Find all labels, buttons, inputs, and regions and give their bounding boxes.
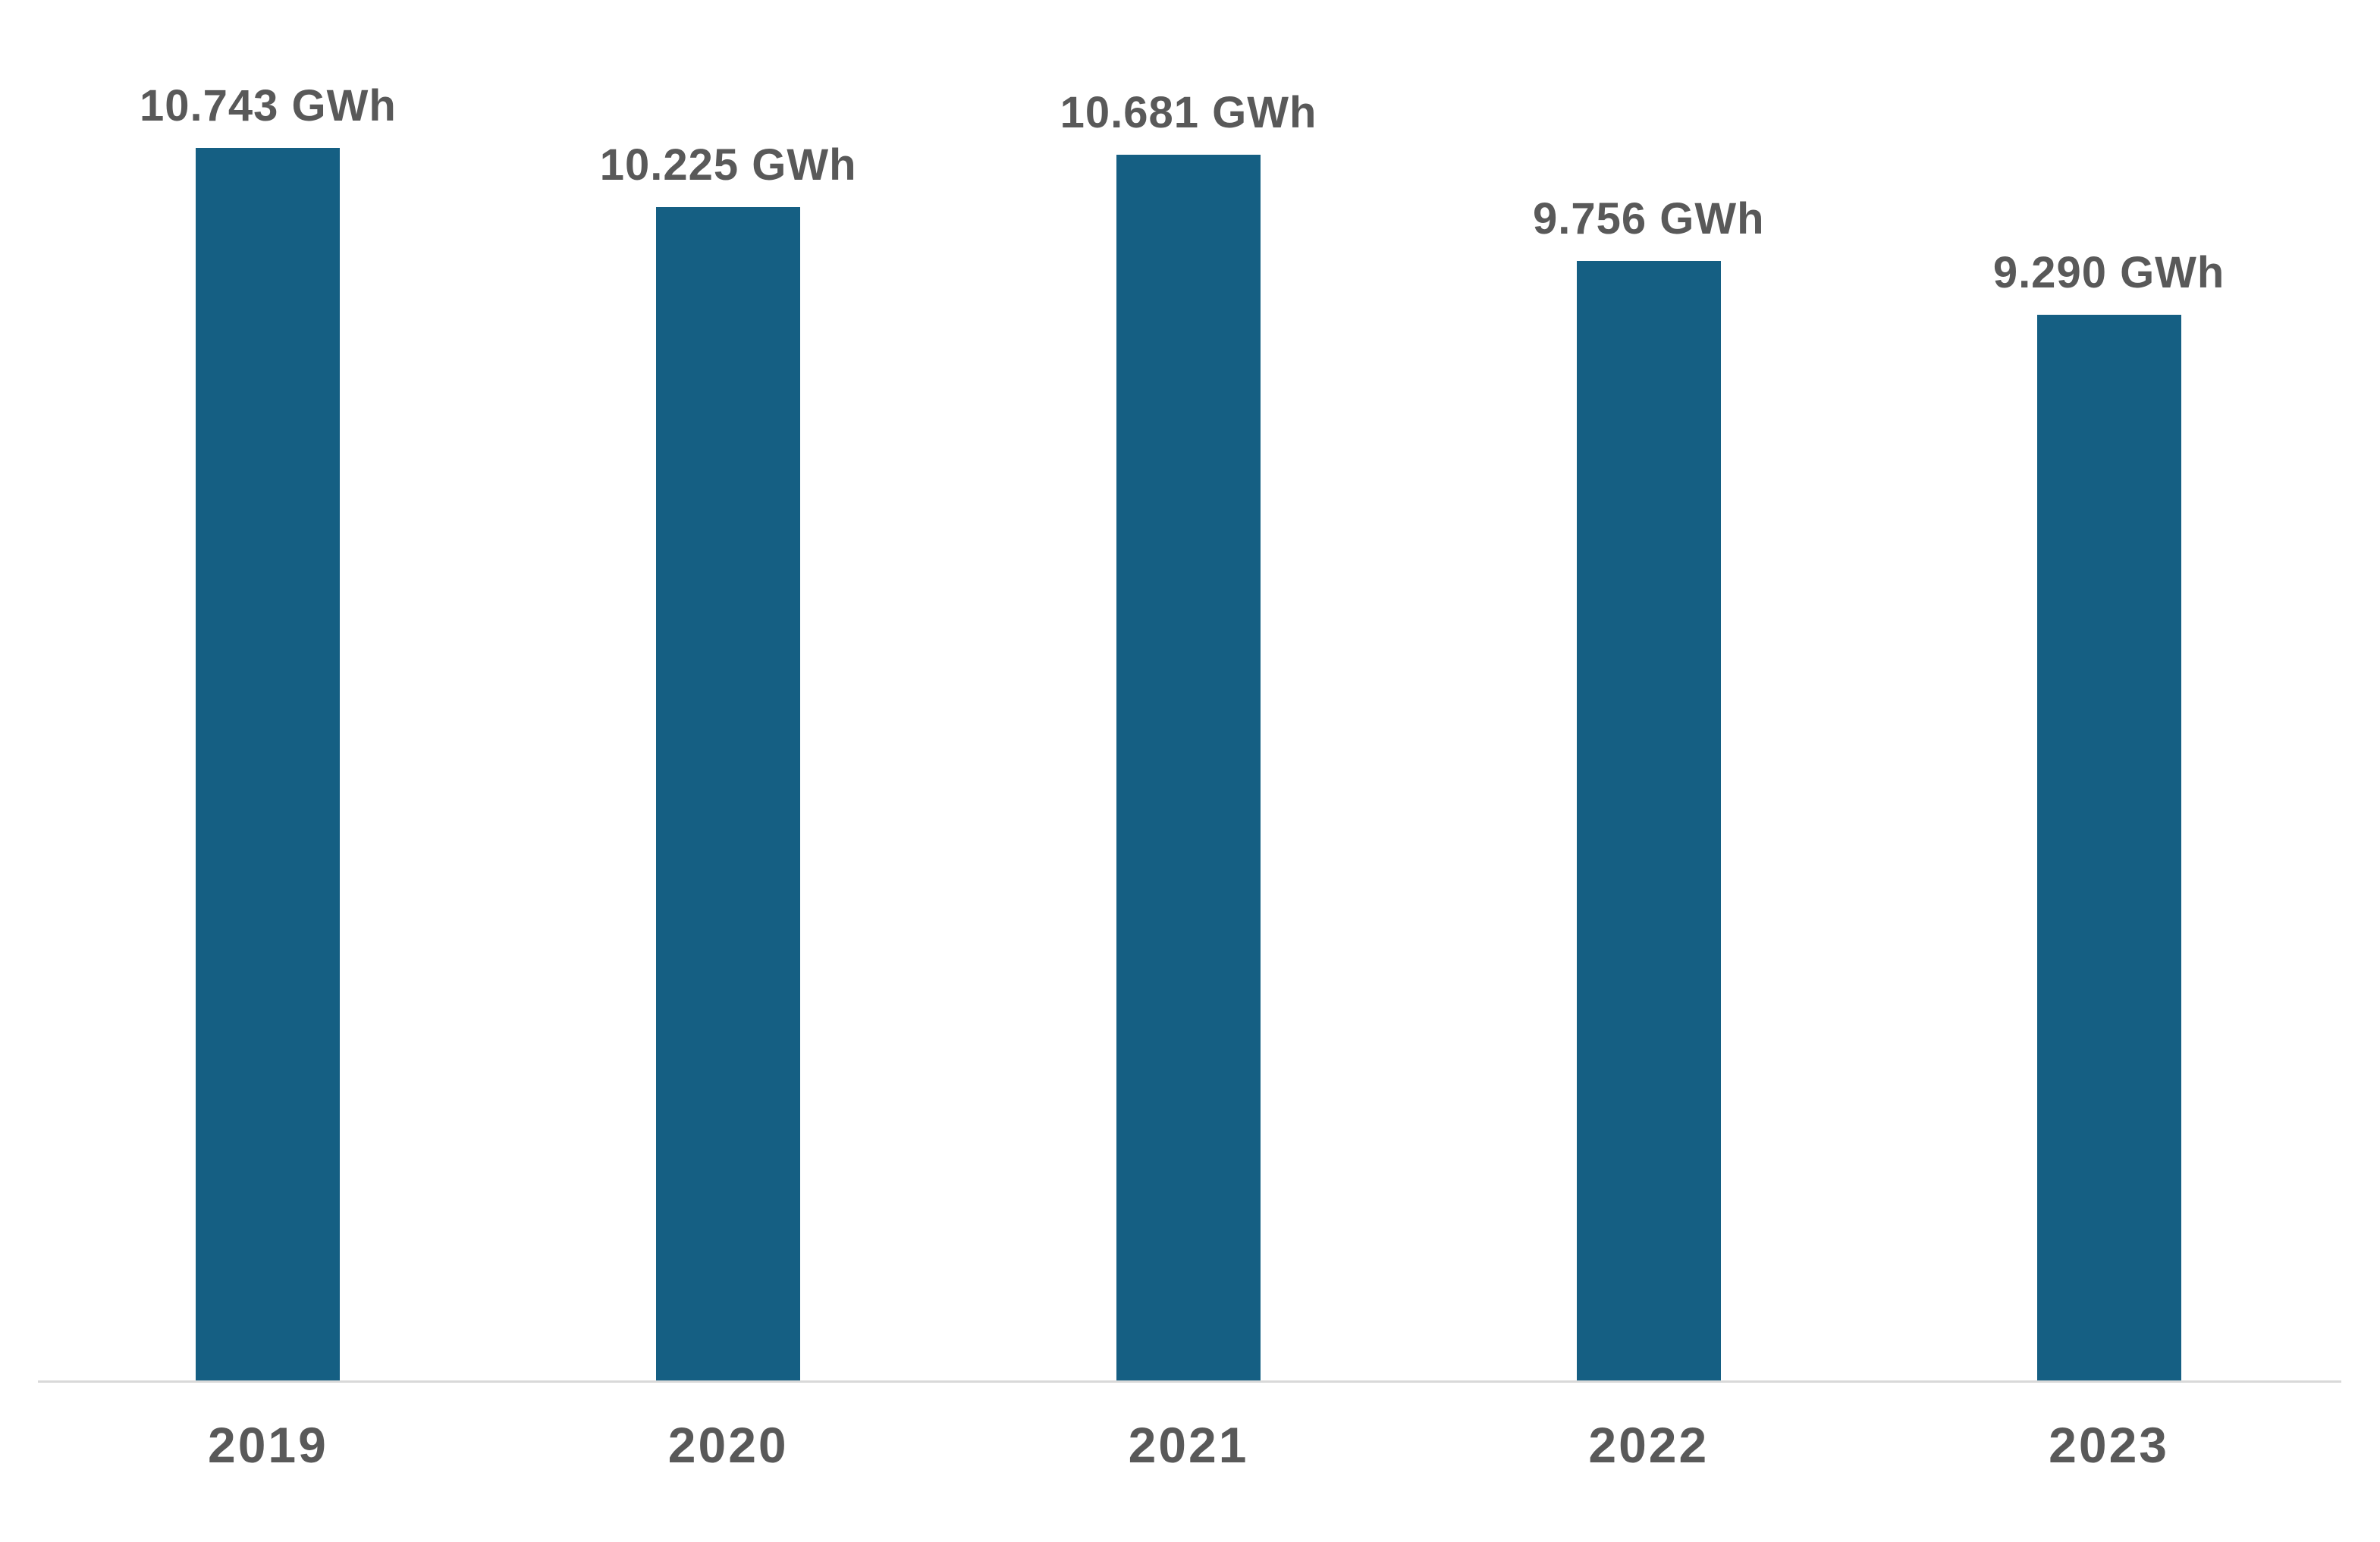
bar (196, 148, 341, 1380)
bar-value-label: 10.225 GWh (599, 140, 857, 190)
x-axis-label: 2019 (207, 1417, 328, 1473)
bar-column: 9.756 GWh (1418, 0, 1879, 1380)
bar-column: 10.681 GWh (959, 0, 1419, 1380)
bar (1116, 155, 1261, 1380)
bar (1576, 261, 1721, 1380)
plot-area: 10.743 GWh 10.225 GWh 10.681 GWh 9.756 GWh 9… (38, 0, 2339, 1380)
x-axis-label: 2022 (1588, 1417, 1710, 1473)
x-axis-labels: 2019 2020 2021 2022 2023 (38, 1420, 2339, 1470)
x-axis-label: 2020 (667, 1417, 789, 1473)
x-axis-label: 2021 (1128, 1417, 1249, 1473)
bar-column: 10.225 GWh (498, 0, 959, 1380)
x-axis-label: 2023 (2049, 1417, 2169, 1473)
bar-column: 9.290 GWh (1879, 0, 2339, 1380)
bar (656, 207, 801, 1380)
bar-column: 10.743 GWh (38, 0, 498, 1380)
bar (2036, 315, 2181, 1380)
bar-value-label: 9.290 GWh (1992, 248, 2225, 297)
bar-value-label: 9.756 GWh (1533, 194, 1765, 243)
bar-value-label: 10.681 GWh (1060, 88, 1317, 137)
x-axis-line (38, 1380, 2341, 1383)
bar-value-label: 10.743 GWh (139, 81, 397, 130)
